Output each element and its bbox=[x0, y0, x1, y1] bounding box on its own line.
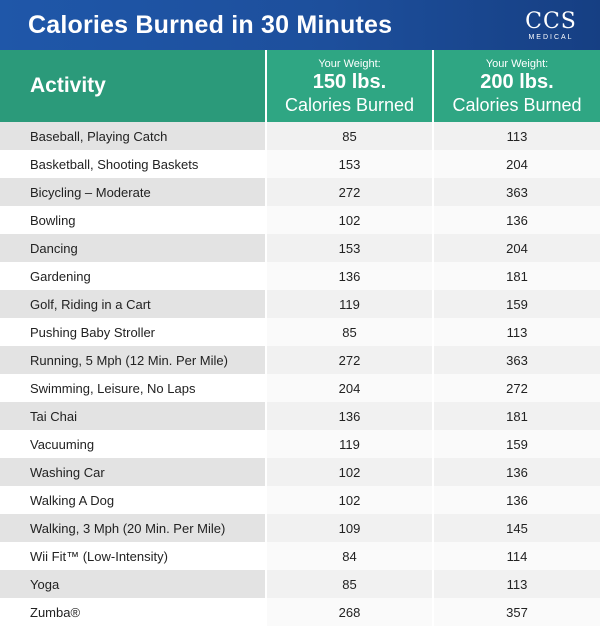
activity-cell: Dancing bbox=[0, 234, 265, 262]
activity-cell: Yoga bbox=[0, 570, 265, 598]
activity-cell: Bicycling – Moderate bbox=[0, 178, 265, 206]
table-row: Zumba® 268 357 bbox=[0, 598, 600, 626]
table-row: Gardening 136 181 bbox=[0, 262, 600, 290]
calories-150-cell: 85 bbox=[265, 570, 432, 598]
header-col-150-label: Calories Burned bbox=[284, 94, 415, 115]
header-col-200-weight: 200 lbs. bbox=[480, 70, 554, 93]
calories-150-cell: 204 bbox=[265, 374, 432, 402]
activity-cell: Baseball, Playing Catch bbox=[0, 122, 265, 150]
activity-cell: Basketball, Shooting Baskets bbox=[30, 156, 199, 172]
activity-cell: Walking A Dog bbox=[30, 492, 115, 508]
table-row: Walking, 3 Mph (20 Min. Per Mile) 109 145 bbox=[0, 514, 600, 542]
calories-200-cell: 113 bbox=[432, 570, 600, 598]
calories-150-cell: 119 bbox=[265, 430, 432, 458]
activity-cell: Vacuuming bbox=[30, 436, 95, 452]
calories-200-cell: 159 bbox=[432, 290, 600, 318]
table-row: Bowling 102 136 bbox=[0, 206, 600, 234]
table-row: Tai Chai 136 181 bbox=[0, 402, 600, 430]
calories-200-cell: 136 bbox=[432, 486, 600, 514]
calories-200-cell: 363 bbox=[432, 346, 600, 374]
table-header: Activity Your Weight: 150 lbs. Calories … bbox=[0, 50, 600, 122]
table-row: Dancing 153 204 bbox=[0, 234, 600, 262]
activity-cell: Washing Car bbox=[0, 458, 265, 486]
activity-cell: Swimming, Leisure, No Laps bbox=[30, 380, 196, 396]
table-row: Washing Car 102 136 bbox=[0, 458, 600, 486]
ccs-medical-logo: CCS MEDICAL bbox=[522, 7, 580, 45]
calories-200-cell: 181 bbox=[432, 262, 600, 290]
calories-200-cell: 272 bbox=[432, 374, 600, 402]
header-activity: Activity bbox=[30, 74, 106, 97]
table-row: Bicycling – Moderate 272 363 bbox=[0, 178, 600, 206]
calories-200-cell: 136 bbox=[432, 206, 600, 234]
calories-150-cell: 153 bbox=[265, 150, 432, 178]
calories-150-cell: 268 bbox=[265, 598, 432, 626]
logo-main-text: CCS bbox=[525, 8, 577, 34]
activity-cell: Running, 5 Mph (12 Min. Per Mile) bbox=[0, 346, 265, 374]
activity-cell: Zumba® bbox=[30, 604, 81, 620]
calories-150-cell: 272 bbox=[265, 346, 432, 374]
table-row: Golf, Riding in a Cart 119 159 bbox=[0, 290, 600, 318]
activity-cell: Gardening bbox=[30, 268, 91, 284]
calories-150-cell: 102 bbox=[265, 458, 432, 486]
calories-200-cell: 363 bbox=[432, 178, 600, 206]
calories-150-cell: 85 bbox=[265, 122, 432, 150]
activity-cell: Wii Fit™ (Low-Intensity) bbox=[30, 548, 168, 564]
calories-150-cell: 85 bbox=[265, 318, 432, 346]
header-col-150-weight: 150 lbs. bbox=[312, 70, 387, 93]
table-row: Running, 5 Mph (12 Min. Per Mile) 272 363 bbox=[0, 346, 600, 374]
table-row: Pushing Baby Stroller 85 113 bbox=[0, 318, 600, 346]
calories-150-cell: 102 bbox=[265, 206, 432, 234]
calories-150-cell: 153 bbox=[265, 234, 432, 262]
calories-200-cell: 113 bbox=[432, 122, 600, 150]
calories-200-cell: 159 bbox=[432, 430, 600, 458]
calories-150-cell: 272 bbox=[265, 178, 432, 206]
calories-150-cell: 109 bbox=[265, 514, 432, 542]
table-row: Vacuuming 119 159 bbox=[0, 430, 600, 458]
activity-cell: Golf, Riding in a Cart bbox=[0, 290, 265, 318]
activity-cell: Pushing Baby Stroller bbox=[30, 324, 156, 340]
calories-150-cell: 84 bbox=[265, 542, 432, 570]
calories-150-cell: 136 bbox=[265, 262, 432, 290]
header-col-200-caption: Your Weight: bbox=[485, 57, 549, 70]
calories-150-cell: 119 bbox=[265, 290, 432, 318]
table-row: Yoga 85 113 bbox=[0, 570, 600, 598]
calories-200-cell: 145 bbox=[432, 514, 600, 542]
header-col-150-caption: Your Weight: bbox=[318, 57, 381, 70]
calories-150-cell: 136 bbox=[265, 402, 432, 430]
title-bar: Calories Burned in 30 Minutes CCS MEDICA… bbox=[0, 0, 600, 50]
activity-cell: Tai Chai bbox=[0, 402, 265, 430]
table-row: Swimming, Leisure, No Laps 204 272 bbox=[0, 374, 600, 402]
page-title: Calories Burned in 30 Minutes bbox=[28, 10, 393, 39]
calories-150-cell: 102 bbox=[265, 486, 432, 514]
table-row: Wii Fit™ (Low-Intensity) 84 114 bbox=[0, 542, 600, 570]
activity-cell: Bowling bbox=[30, 212, 76, 228]
calories-200-cell: 357 bbox=[432, 598, 600, 626]
header-col-200-label: Calories Burned bbox=[452, 94, 582, 115]
calories-200-cell: 136 bbox=[432, 458, 600, 486]
calories-200-cell: 204 bbox=[432, 234, 600, 262]
calories-200-cell: 113 bbox=[432, 318, 600, 346]
calories-200-cell: 114 bbox=[432, 542, 600, 570]
table-body: Baseball, Playing Catch 85 113 Basketball, … bbox=[0, 122, 600, 626]
table-row: Basketball, Shooting Baskets 153 204 bbox=[0, 150, 600, 178]
table-row: Walking A Dog 102 136 bbox=[0, 486, 600, 514]
calories-200-cell: 181 bbox=[432, 402, 600, 430]
header-col-150: Your Weight: 150 lbs. Calories Burned bbox=[265, 50, 432, 122]
header-col-200: Your Weight: 200 lbs. Calories Burned bbox=[432, 50, 600, 122]
activity-cell: Walking, 3 Mph (20 Min. Per Mile) bbox=[0, 514, 265, 542]
calories-200-cell: 204 bbox=[432, 150, 600, 178]
table-row: Baseball, Playing Catch 85 113 bbox=[0, 122, 600, 150]
logo-sub-text: MEDICAL bbox=[528, 33, 574, 41]
